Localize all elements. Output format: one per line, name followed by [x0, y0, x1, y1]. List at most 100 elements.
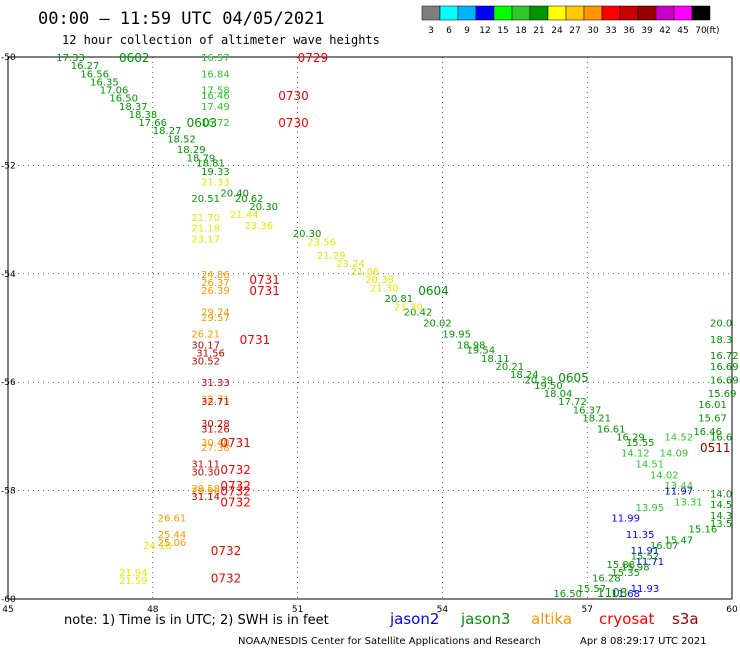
pass-id-label: 0732 — [211, 571, 242, 585]
data-point-label: 23.24 — [336, 259, 365, 270]
satellite-legend-jason2: jason2 — [389, 610, 439, 628]
chart-title: 00:00 – 11:59 UTC 04/05/2021 — [38, 9, 325, 29]
y-tick-label: -54 — [1, 270, 16, 280]
x-tick-label: 51 — [292, 605, 303, 615]
data-point-label: 11.71 — [635, 557, 664, 568]
data-point-label: 20.40 — [220, 189, 249, 200]
data-point-label: 20.21 — [495, 362, 524, 373]
data-point-label: 31.56 — [196, 348, 225, 359]
colorbar-tick-label: 6 — [446, 26, 452, 36]
colorbar-unit: (ft) — [706, 26, 720, 36]
data-point-label: 14.0 — [710, 489, 732, 500]
data-point-label: 11.68 — [611, 589, 640, 600]
satellite-legend: jason2 jason3 altika cryosat s3a — [389, 610, 699, 628]
grid-lines — [8, 57, 732, 599]
data-point-label: 21.70 — [191, 213, 220, 224]
y-tick-label: -52 — [1, 161, 16, 171]
data-point-label: 23.56 — [307, 237, 336, 248]
data-point-label: 16.56 — [80, 69, 109, 80]
colorbar-tick-label: 24 — [551, 26, 563, 36]
x-tick-label: 54 — [437, 605, 449, 615]
satellite-legend-altika: altika — [531, 610, 572, 628]
data-point-label: 13.95 — [635, 503, 664, 514]
pass-id-label: 0605 — [558, 371, 589, 385]
colorbar-tick-label: 21 — [533, 26, 544, 36]
data-point-label: 21.30 — [394, 302, 423, 313]
data-point-label: 19.95 — [442, 329, 471, 340]
data-point-label: 19.54 — [467, 346, 496, 357]
data-point-label: 15.88 — [607, 560, 636, 571]
data-point-label: 26.39 — [201, 286, 230, 297]
data-point-label: 14.52 — [664, 432, 693, 443]
data-point-label: 25.06 — [158, 538, 187, 549]
data-point-label: 16.29 — [616, 432, 645, 443]
colorbar-swatch — [511, 5, 531, 21]
data-point-label: 16.27 — [71, 61, 100, 72]
colorbar-tick-label: 3 — [428, 26, 434, 36]
data-point-label: 31.33 — [201, 378, 230, 389]
data-point-label: 11.93 — [631, 584, 660, 595]
data-point-label: 19.33 — [201, 167, 230, 178]
data-point-label: 26.37 — [201, 278, 230, 289]
data-point-label: 24.86 — [201, 270, 230, 281]
data-point-label: 31.26 — [201, 424, 230, 435]
data-point-label: 15.98 — [621, 562, 650, 573]
data-point-label: 17.66 — [138, 118, 167, 129]
colorbar-tick-label: 36 — [623, 26, 635, 36]
colorbar-swatch — [421, 5, 441, 21]
data-point-label: 18.37 — [119, 102, 148, 113]
colorbar-tick-label: 45 — [677, 26, 688, 36]
satellite-legend-jason3: jason3 — [460, 610, 510, 628]
data-point-label: 16.46 — [201, 91, 230, 102]
colorbar-tick-label: 27 — [569, 26, 580, 36]
data-point-label: 20.81 — [384, 294, 413, 305]
satellite-legend-s3a: s3a — [672, 610, 699, 628]
data-point-label: 21.06 — [351, 267, 380, 278]
data-point-label: 16.07 — [650, 541, 679, 552]
data-point-label: 15.57 — [578, 584, 607, 595]
data-point-label: 13.31 — [674, 497, 703, 508]
data-point-label: 16.69 — [710, 362, 739, 373]
data-point-label: 18.29 — [177, 145, 206, 156]
colorbar-tick-label: 15 — [497, 26, 508, 36]
data-point-label: 16.50 — [553, 589, 582, 600]
data-point-label: 30.30 — [191, 468, 220, 479]
data-point-label: 17.49 — [201, 102, 230, 113]
data-point-label: 14.3 — [710, 511, 732, 522]
data-point-label: 18.98 — [457, 340, 486, 351]
data-point-label: 20.42 — [404, 308, 433, 319]
pass-id-label: 1108 — [597, 586, 628, 600]
data-point-label: 11.99 — [611, 514, 640, 525]
data-point-label: 18.11 — [481, 354, 510, 365]
data-point-label: 15.55 — [626, 438, 655, 449]
data-point-label: 15.47 — [664, 535, 693, 546]
plot-border — [7, 56, 733, 600]
x-tick-label: 45 — [2, 605, 13, 615]
data-point-label: 18.24 — [510, 370, 539, 381]
pass-id-label: 0731 — [249, 284, 280, 298]
data-point-label: 28.56 — [191, 487, 220, 498]
y-tick-label: -56 — [1, 378, 16, 388]
data-point-label: 13.44 — [664, 481, 693, 492]
satellite-legend-cryosat: cryosat — [599, 610, 654, 628]
data-point-label: 27.38 — [201, 443, 230, 454]
data-point-label: 29.58 — [191, 484, 220, 495]
data-point-label: 30.28 — [201, 419, 230, 430]
data-point-label: 31.11 — [191, 460, 220, 471]
pass-id-label: 0732 — [220, 485, 251, 499]
data-point-label: 32.71 — [201, 394, 230, 405]
data-point-label: 15.69 — [708, 389, 737, 400]
data-point-label: 31.14 — [191, 492, 220, 503]
data-point-label: 18.04 — [544, 389, 573, 400]
data-point-label: 16.72 — [201, 118, 230, 129]
axis-ticks: 45 48 51 54 57 60 -50 -52 -54 -56 -58 -60 — [1, 53, 738, 615]
data-point-label: 32.71 — [201, 397, 230, 408]
pass-id-label: 0730 — [278, 116, 309, 130]
data-point-label: 16.50 — [109, 94, 138, 105]
data-point-label: 16.84 — [201, 69, 230, 80]
chart-subtitle: 12 hour collection of altimeter wave hei… — [62, 33, 380, 47]
data-point-label: 29.57 — [201, 313, 230, 324]
data-point-label: 17.33 — [56, 53, 85, 64]
data-point-label: 23.17 — [191, 235, 220, 246]
colorbar-swatch — [637, 5, 657, 21]
